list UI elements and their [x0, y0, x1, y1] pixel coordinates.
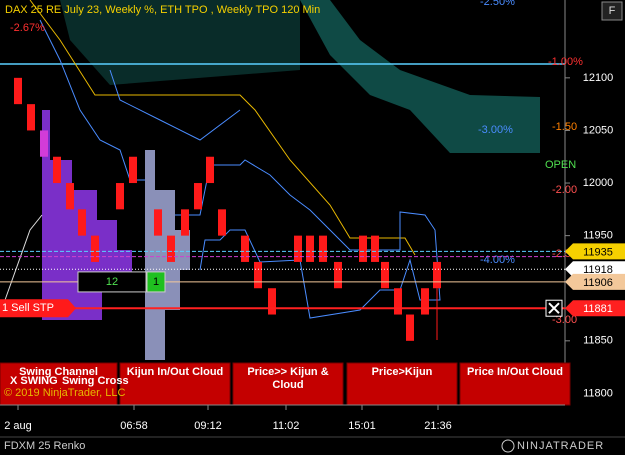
- indicator-button-label: Price>> Kijun & Cloud: [247, 366, 328, 391]
- renko-brick: [129, 156, 137, 184]
- y-tick-label: 11850: [583, 335, 613, 347]
- level-label: -1.00%: [548, 56, 583, 68]
- price-marker-label: 11918: [583, 264, 613, 276]
- renko-brick: [306, 235, 314, 262]
- price-marker-label: 11881: [583, 303, 613, 315]
- quantity: 12: [106, 276, 118, 288]
- sell-order[interactable]: [0, 299, 76, 318]
- x-tick-label: 11:02: [273, 420, 300, 432]
- y-tick-label: 12100: [583, 72, 614, 84]
- renko-brick: [53, 156, 61, 184]
- price-marker-label: 11906: [583, 277, 613, 289]
- renko-brick: [14, 77, 22, 105]
- change-label: -2.67%: [10, 22, 45, 34]
- corner-button[interactable]: [601, 1, 623, 21]
- logo: NINJATRADER: [517, 440, 604, 452]
- renko-brick: [334, 261, 342, 289]
- x-tick-label: 15:01: [348, 420, 376, 432]
- x-tick-label: 09:12: [194, 420, 222, 432]
- renko-brick: [194, 183, 202, 210]
- y-tick-label: 12050: [583, 124, 614, 136]
- renko-brick: [66, 183, 74, 210]
- label-line: Price>> Kijun &: [247, 366, 328, 378]
- indicator-button[interactable]: [0, 362, 118, 406]
- indicator-button[interactable]: [119, 362, 231, 406]
- sell-order-label: 1 Sell STP: [2, 302, 54, 314]
- swing-label: Swing Cross: [62, 375, 129, 387]
- renko-brick: [371, 235, 379, 262]
- level-label: -2.00: [552, 184, 577, 196]
- level-label: -4.00%: [480, 254, 515, 266]
- renko-brick: [206, 156, 214, 184]
- indicator-button-label: Kijun In/Out Cloud: [127, 366, 224, 378]
- channel-line: [39, 19, 441, 319]
- renko-brick: [167, 235, 175, 262]
- level-label: -2.50%: [480, 0, 515, 8]
- renko-brick: [406, 314, 414, 341]
- renko-brick: [381, 261, 389, 289]
- copyright: © 2019 NinjaTrader, LLC: [4, 387, 125, 399]
- indicator-button[interactable]: [346, 362, 458, 406]
- renko-brick: [433, 261, 441, 289]
- filled: 1: [153, 276, 159, 288]
- renko-brick: [91, 235, 99, 262]
- price-marker: [565, 273, 625, 290]
- renko-brick: [268, 288, 276, 315]
- level-label: -3.00%: [478, 124, 513, 136]
- renko-brick: [78, 209, 86, 236]
- filled-box: [146, 271, 166, 293]
- level-label: -3.00: [552, 314, 577, 326]
- indicator-button-label: Price>Kijun: [372, 366, 433, 378]
- renko-brick: [421, 288, 429, 315]
- renko-brick: [254, 261, 262, 289]
- price-marker-label: 11935: [583, 246, 613, 258]
- x-tick-label: 2 aug: [4, 420, 32, 432]
- logo-icon: [501, 439, 515, 453]
- corner-button-label: F: [609, 5, 616, 17]
- channel-line: [109, 69, 241, 141]
- renko-brick: [218, 209, 226, 236]
- cloud: [300, 0, 540, 153]
- x-tick-label: 21:36: [424, 420, 452, 432]
- price-marker: [565, 243, 625, 260]
- renko-brick: [154, 209, 162, 236]
- level-label: -1.50: [552, 121, 577, 133]
- renko-brick: [181, 209, 189, 236]
- renko-brick: [27, 104, 35, 131]
- swing-label: X SWING: [10, 375, 58, 387]
- renko-brick: [40, 130, 48, 157]
- instrument: FDXM 25 Renko: [4, 440, 85, 452]
- renko-brick: [241, 235, 249, 262]
- swing-line: [4, 214, 43, 301]
- renko-brick: [394, 288, 402, 315]
- x-tick-label: 06:58: [120, 420, 148, 432]
- cancel-icon: [548, 302, 560, 314]
- renko-brick: [116, 183, 124, 210]
- renko-brick: [359, 235, 367, 262]
- renko-brick: [319, 235, 327, 262]
- y-tick-label: 11950: [583, 230, 613, 242]
- chart-title: DAX 25 RE July 23, Weekly %, ETH TPO , W…: [5, 4, 320, 16]
- y-tick-label: 11800: [583, 387, 613, 399]
- label-line: Cloud: [272, 379, 303, 391]
- indicator-button[interactable]: [232, 362, 344, 406]
- level-label: OPEN: [545, 159, 576, 171]
- price-marker: [565, 300, 625, 317]
- indicator-button-label: Price In/Out Cloud: [467, 366, 563, 378]
- indicator-button-label: Swing Channel: [19, 366, 98, 378]
- y-tick-label: 12000: [583, 177, 614, 189]
- price-marker: [565, 261, 625, 278]
- renko-brick: [294, 235, 302, 262]
- quantity-box[interactable]: [77, 271, 147, 293]
